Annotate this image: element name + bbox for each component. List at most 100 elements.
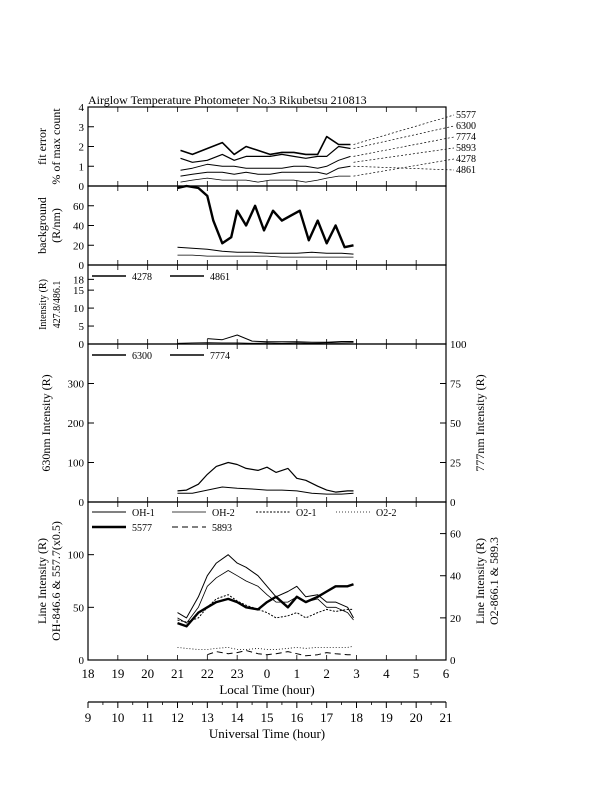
y-axis-label: % of max count [49, 108, 63, 185]
legend-label-6300: 6300 [132, 351, 152, 362]
legend-label-4278: 4278 [132, 272, 152, 283]
y-axis-label: OH-846.6 & 557.7(x0.5) [49, 521, 63, 641]
leader-line [353, 147, 455, 163]
y-tick-label: 0 [79, 181, 85, 193]
local-time-tick-label: 18 [82, 666, 95, 681]
ut-tick-label: 9 [85, 710, 92, 725]
leader-line [353, 125, 455, 149]
ut-tick-label: 17 [320, 710, 334, 725]
series-O2-2 [177, 645, 354, 650]
panel-bg: 0 20 40 60 background (R/nm) [35, 184, 447, 272]
y-tick-label: 60 [73, 201, 85, 213]
ut-tick-label: 10 [111, 710, 124, 725]
series-upper [177, 184, 354, 249]
ut-tick-label: 11 [141, 710, 154, 725]
series-7774 [180, 155, 351, 171]
legend-label-5893: 5893 [212, 523, 232, 534]
y-tick-label: 300 [68, 379, 85, 391]
ut-tick-label: 12 [171, 710, 184, 725]
right-label-6300: 6300 [456, 121, 476, 132]
y-right-axis-label: 777nm Intensity (R) [473, 374, 487, 471]
y-tick-label: 20 [73, 240, 85, 252]
legend-label-OH-1: OH-1 [132, 508, 155, 519]
y-right-axis-label: Line Intensity (R) [473, 538, 487, 624]
local-time-tick-label: 2 [323, 666, 330, 681]
local-time-tick-label: 0 [264, 666, 271, 681]
leader-line [353, 136, 455, 157]
local-time-tick-label: 19 [111, 666, 124, 681]
right-label-5577: 5577 [456, 110, 476, 121]
y-right-tick-label: 0 [450, 655, 456, 667]
ut-tick-label: 14 [231, 710, 245, 725]
local-time-tick-label: 22 [201, 666, 214, 681]
y-tick-label: 3 [79, 122, 85, 134]
right-label-4861: 4861 [456, 165, 476, 176]
y-right-axis-label: O2-866.1 & 589.3 [487, 537, 501, 625]
legend-label-OH-2: OH-2 [212, 508, 235, 519]
y-tick-label: 15 [73, 285, 85, 297]
panel-fit: 0 1 2 3 4 fit error% of max count 557763007774… [35, 102, 476, 193]
right-label-5893: 5893 [456, 143, 476, 154]
local-time-tick-label: 4 [383, 666, 390, 681]
leader-line [353, 158, 455, 177]
ut-tick-label: 19 [380, 710, 393, 725]
y-tick-label: 0 [79, 260, 85, 272]
series-O2-1 [177, 594, 354, 623]
y-axis-label: 630nm Intensity (R) [39, 374, 53, 471]
local-time-tick-label: 20 [141, 666, 154, 681]
ut-tick-label: 13 [201, 710, 214, 725]
local-time-tick-label: 5 [413, 666, 420, 681]
y-tick-label: 18 [73, 274, 85, 286]
y-tick-label: 2 [79, 142, 85, 154]
y-axis-label: 427.8/486.1 [52, 281, 63, 329]
ut-tick-label: 20 [410, 710, 423, 725]
local-time-tick-label: 6 [443, 666, 450, 681]
y-tick-label: 50 [73, 602, 85, 614]
series-4861 [180, 165, 351, 177]
y-tick-label: 100 [68, 458, 85, 470]
y-tick-label: 0 [79, 497, 85, 509]
y-axis-label: background [35, 197, 49, 254]
y-tick-label: 0 [79, 655, 85, 667]
series-5577 [177, 583, 354, 628]
legend-label-7774: 7774 [210, 351, 230, 362]
y-tick-label: 100 [68, 550, 85, 562]
right-label-7774: 7774 [456, 132, 476, 143]
y-right-tick-label: 100 [450, 339, 467, 351]
local-time-tick-label: 3 [353, 666, 360, 681]
local-time-tick-label: 1 [294, 666, 301, 681]
legend-label-5577: 5577 [132, 523, 152, 534]
y-tick-label: 200 [68, 418, 85, 430]
chart-title: Airglow Temperature Photometer No.3 Riku… [88, 93, 367, 107]
y-tick-label: 10 [73, 303, 85, 315]
y-tick-label: 5 [79, 321, 85, 333]
y-right-tick-label: 60 [450, 529, 462, 541]
right-label-4278: 4278 [456, 154, 476, 165]
y-axis-label: Intensity (R) [38, 279, 49, 330]
ut-tick-label: 15 [261, 710, 274, 725]
y-right-tick-label: 20 [450, 613, 462, 625]
series-mid [177, 246, 354, 255]
y-right-tick-label: 25 [450, 458, 462, 470]
series-5893 [207, 650, 354, 657]
panel-r630: 0 100 200 300 0 25 50 75 100 630nm Intensity (R) 7… [39, 339, 487, 509]
legend-label-4861: 4861 [210, 272, 230, 283]
series-6300 [177, 461, 354, 493]
y-axis-label: (R/nm) [49, 208, 63, 243]
series-low [177, 254, 354, 258]
legend-label-O2-1: O2-1 [296, 508, 317, 519]
local-time-axis-label: Local Time (hour) [219, 682, 314, 697]
series-5577 [180, 135, 351, 156]
ut-tick-label: 21 [440, 710, 453, 725]
series-4278 [180, 175, 351, 183]
y-axis-label: Line Intensity (R) [35, 538, 49, 624]
ut-tick-label: 16 [290, 710, 304, 725]
series-4278 [177, 342, 354, 344]
ut-tick-label: 18 [350, 710, 363, 725]
y-tick-label: 40 [73, 221, 85, 233]
series-6300 [180, 145, 351, 163]
y-tick-label: 4 [79, 102, 85, 114]
local-time-tick-label: 23 [231, 666, 244, 681]
